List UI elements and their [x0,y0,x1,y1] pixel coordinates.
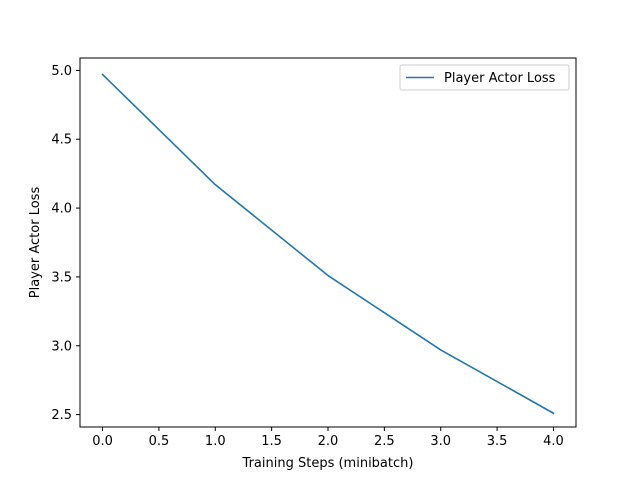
data-point [553,412,555,414]
data-point [102,74,104,76]
plot-area-frame [79,57,577,428]
x-tick-label: 2.0 [318,434,339,449]
x-axis-label: Training Steps (minibatch) [242,456,414,471]
x-axis-ticks: 0.0 0.5 1.0 1.5 2.0 2.5 3.0 3.5 4.0 [92,427,564,449]
series-line [101,73,555,415]
x-tick-label: 1.0 [205,434,226,449]
data-point [327,275,329,277]
x-tick-label: 3.5 [487,434,508,449]
y-tick-label: 2.5 [51,408,72,423]
x-tick-label: 0.0 [92,434,113,449]
x-tick-label: 2.5 [374,434,395,449]
x-tick-label: 3.0 [430,434,451,449]
y-tick-label: 4.5 [51,133,72,148]
data-point [440,349,442,351]
y-tick-label: 4.0 [51,202,72,217]
legend: Player Actor Loss [399,64,570,91]
x-tick-label: 0.5 [149,434,170,449]
x-tick-label: 4.0 [543,434,564,449]
y-axis-label: Player Actor Loss [28,187,43,299]
y-tick-label: 5.0 [51,64,72,79]
y-axis-ticks: 2.5 3.0 3.5 4.0 4.5 5.0 [51,64,80,423]
y-tick-label: 3.5 [51,270,72,285]
x-tick-label: 1.5 [261,434,282,449]
legend-entry-label: Player Actor Loss [444,71,556,86]
data-point [214,184,216,186]
series-layer [101,73,555,415]
y-tick-label: 3.0 [51,339,72,354]
legend-box [399,64,570,91]
